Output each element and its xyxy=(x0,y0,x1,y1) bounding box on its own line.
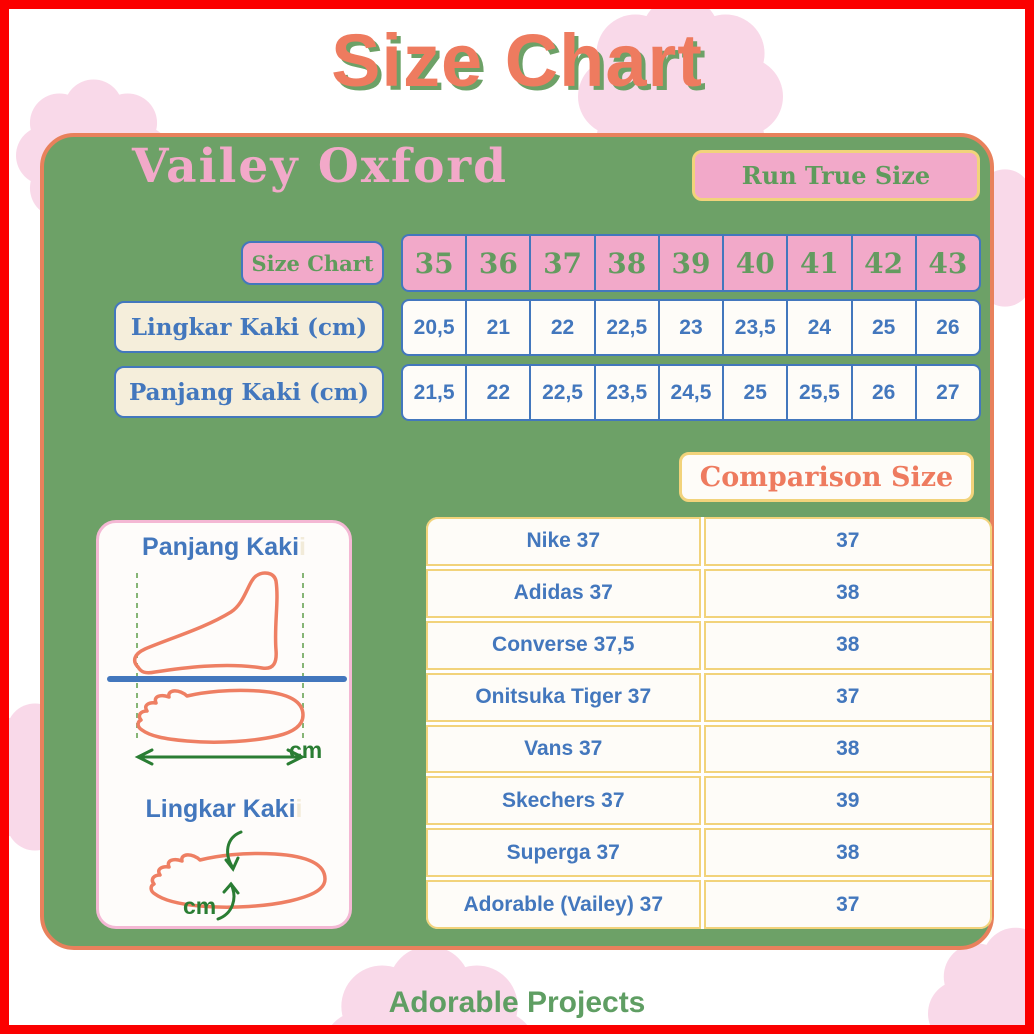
size-cell: 38 xyxy=(703,620,992,670)
table-row: Onitsuka Tiger 37 37 xyxy=(426,672,992,722)
baseline xyxy=(107,676,347,682)
table-row: Nike 37 37 xyxy=(426,517,992,566)
measurement-cell: 25 xyxy=(850,299,917,356)
table-row: Superga 37 38 xyxy=(426,828,992,878)
main-panel: Vailey Oxford Run True Size Size Chart 3… xyxy=(40,133,994,950)
row-label-panjang-kaki: Panjang Kaki (cm) xyxy=(114,366,384,418)
measurement-cell: 21 xyxy=(465,299,532,356)
flower-decoration xyxy=(928,927,1034,1034)
comparison-heading-text: Comparison Size xyxy=(699,461,954,493)
brand-cell: Vans 37 xyxy=(426,724,701,774)
fit-badge-label: Run True Size xyxy=(741,161,931,190)
size-cell: 37 xyxy=(703,517,992,566)
brand-cell: Superga 37 xyxy=(426,828,701,878)
page-title: Size Chart xyxy=(331,19,703,102)
measurement-cell: 20,5 xyxy=(401,299,468,356)
table-row: Skechers 37 39 xyxy=(426,776,992,826)
measurement-cell: 23,5 xyxy=(593,364,660,421)
length-label-text: Panjang Kaki xyxy=(142,533,300,561)
row-label-lingkar-kaki: Lingkar Kaki (cm) xyxy=(114,301,384,353)
size-cell: 38 xyxy=(703,828,992,878)
size-header-cell: 36 xyxy=(465,234,532,292)
brand-cell: Onitsuka Tiger 37 xyxy=(426,672,701,722)
brand-cell: Skechers 37 xyxy=(426,776,701,826)
size-header-cell: 39 xyxy=(657,234,725,292)
size-header-cell: 41 xyxy=(786,234,853,292)
brand-cell: Converse 37,5 xyxy=(426,620,701,670)
size-header-cell: 37 xyxy=(529,234,596,292)
size-header-cell: 38 xyxy=(593,234,660,292)
size-cell: 37 xyxy=(703,672,992,722)
measurement-cell: 25 xyxy=(722,364,789,421)
size-cell: 38 xyxy=(703,568,992,618)
measurement-cell: 26 xyxy=(914,299,981,356)
girth-arrows xyxy=(216,830,243,921)
measurement-cell: 22,5 xyxy=(593,299,660,356)
fit-badge: Run True Size xyxy=(692,150,980,201)
length-unit-label: cm xyxy=(289,737,323,763)
measurement-cell: 24 xyxy=(786,299,853,356)
measurement-cell: 25,5 xyxy=(786,364,853,421)
panjang-kaki-row: 21,5 22 22,5 23,5 24,5 25 25,5 26 27 xyxy=(401,364,981,421)
size-table-corner-label: Size Chart xyxy=(241,241,384,285)
row-label-text: Lingkar Kaki (cm) xyxy=(130,313,368,341)
foot-bottom-view xyxy=(136,688,305,744)
size-cell: 38 xyxy=(703,724,992,774)
product-name: Vailey Oxford xyxy=(132,139,509,194)
brand-cell: Adorable (Vailey) 37 xyxy=(426,880,701,929)
table-row: Adidas 37 38 xyxy=(426,568,992,618)
measurement-cell: 23 xyxy=(657,299,725,356)
girth-label-text: Lingkar Kaki xyxy=(145,795,296,823)
length-label: Panjang Kakii xyxy=(99,533,349,562)
brand-cell: Adidas 37 xyxy=(426,568,701,618)
measurement-cell: 22,5 xyxy=(529,364,596,421)
foot-length-diagram xyxy=(107,571,347,766)
measurement-cell: 22 xyxy=(465,364,532,421)
size-header-cell: 35 xyxy=(401,234,468,292)
footer-brand: Adorable Projects xyxy=(388,986,646,1019)
measurement-cell: 27 xyxy=(914,364,981,421)
size-header-cell: 42 xyxy=(850,234,917,292)
flower-decoration xyxy=(325,946,534,1034)
table-row: Vans 37 38 xyxy=(426,724,992,774)
foot-girth-diagram xyxy=(149,830,327,921)
size-header-cell: 43 xyxy=(914,234,981,292)
foot-side-view xyxy=(132,571,279,675)
ghost-letter: i xyxy=(295,795,303,823)
measurement-cell: 24,5 xyxy=(657,364,725,421)
comparison-table: Nike 37 37 Adidas 37 38 Converse 37,5 38… xyxy=(426,517,992,929)
measurement-cell: 23,5 xyxy=(722,299,789,356)
length-arrow xyxy=(134,748,306,766)
size-header-row: 35 36 37 38 39 40 41 42 43 xyxy=(401,234,981,292)
lingkar-kaki-row: 20,5 21 22 22,5 23 23,5 24 25 26 xyxy=(401,299,981,356)
foot-bottom-view xyxy=(149,851,327,909)
girth-unit-label: cm xyxy=(183,893,217,919)
comparison-heading: Comparison Size xyxy=(679,452,974,502)
measurement-cell: 21,5 xyxy=(401,364,468,421)
table-row: Converse 37,5 38 xyxy=(426,620,992,670)
size-cell: 39 xyxy=(703,776,992,826)
measurement-cell: 26 xyxy=(850,364,917,421)
measurement-cell: 22 xyxy=(529,299,596,356)
brand-cell: Nike 37 xyxy=(426,517,701,566)
row-label-text: Panjang Kaki (cm) xyxy=(128,378,370,406)
table-row: Adorable (Vailey) 37 37 xyxy=(426,880,992,929)
size-cell: 37 xyxy=(703,880,992,929)
size-header-cell: 40 xyxy=(722,234,789,292)
measure-guide-card: Panjang Kakii cm Lingkar Kakii xyxy=(96,520,352,929)
girth-label: Lingkar Kakii xyxy=(99,795,349,824)
ghost-letter: i xyxy=(299,533,306,561)
size-table-corner-text: Size Chart xyxy=(251,250,374,276)
